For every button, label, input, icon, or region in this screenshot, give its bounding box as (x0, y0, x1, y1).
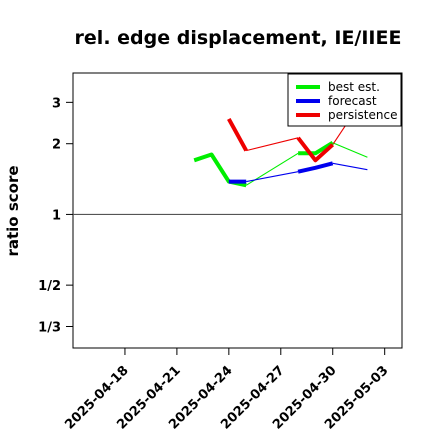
series-thick-line-persistence (296, 136, 335, 163)
series-thin-line-forecast (332, 162, 368, 171)
plot-area: 3211/21/32025-04-182025-04-212025-04-242… (38, 72, 403, 433)
y-tick-label: 2 (52, 138, 61, 153)
y-axis-label: ratio score (4, 165, 22, 256)
series-thick-line-forecast (297, 161, 334, 174)
series-thin-line-persistence (246, 137, 299, 152)
y-tick-label: 1/3 (38, 321, 61, 336)
plot-frame (72, 72, 403, 349)
chart-title: rel. edge displacement, IE/IIEE (75, 27, 402, 49)
legend-label: persistence (328, 108, 397, 122)
series-thin-line-best-est (332, 142, 368, 158)
series-thick-line-best-est (298, 140, 334, 156)
series-thick-line-persistence (227, 117, 248, 152)
legend-label: best est. (328, 80, 380, 94)
y-tick-label: 3 (52, 96, 61, 111)
legend-label: forecast (328, 94, 377, 108)
y-tick-label: 1/2 (38, 279, 61, 294)
y-tick-label: 1 (52, 208, 61, 223)
series-thin-line-forecast (246, 171, 299, 183)
